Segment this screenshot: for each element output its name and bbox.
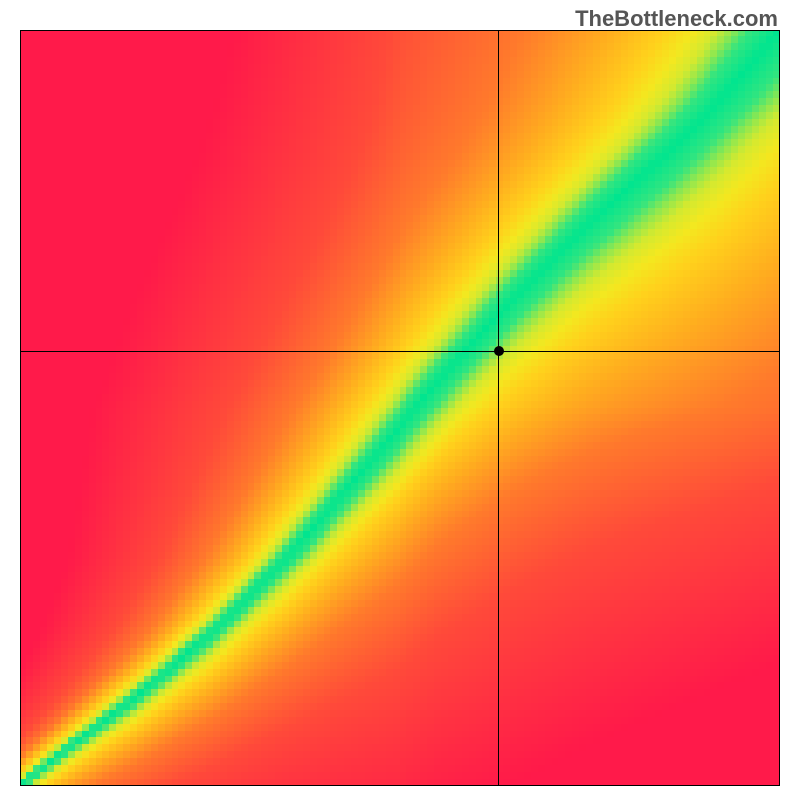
root: TheBottleneck.com — [0, 0, 800, 800]
attribution-text: TheBottleneck.com — [575, 6, 778, 32]
heatmap-canvas — [20, 30, 780, 786]
bottleneck-heatmap — [20, 30, 780, 786]
